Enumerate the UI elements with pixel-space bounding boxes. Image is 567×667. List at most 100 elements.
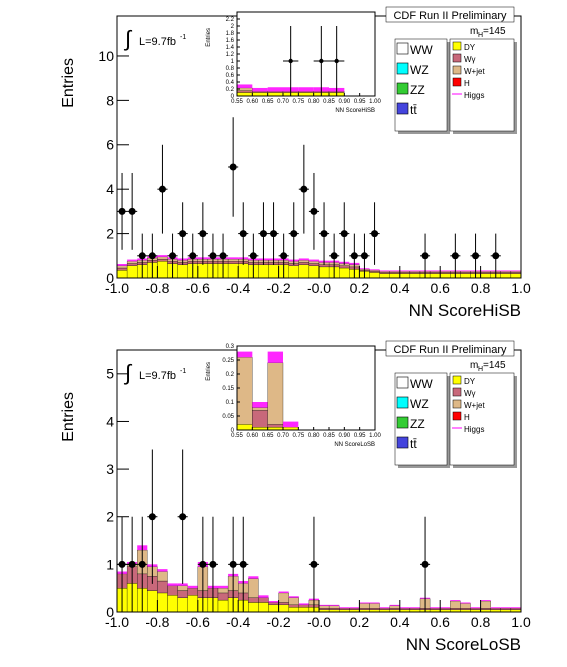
histogram-bar [236, 90, 253, 93]
y-tick-label: 1 [231, 59, 235, 65]
signal-band [319, 604, 330, 606]
signal-band [237, 351, 253, 358]
histogram-bar [339, 608, 350, 610]
panel: -1.0 -0.8 -0.6 -0.4 -0.2 -0.0 0.2 0.4 0.6 0.8 1.00… [60, 340, 531, 654]
legend-swatch [396, 436, 409, 449]
y-tick-label: 1.8 [226, 31, 235, 37]
histogram-bar [450, 608, 461, 610]
signal-band [510, 270, 521, 272]
histogram-bar [267, 424, 284, 428]
y-tick-label: 0 [231, 428, 235, 434]
histogram-bar [510, 608, 522, 610]
histogram-bar [369, 270, 380, 272]
x-tick-label: 0.90 [338, 99, 350, 105]
histogram-bar [369, 603, 380, 609]
signal-band [369, 602, 380, 604]
legend-swatch [452, 65, 462, 75]
data-point [290, 230, 298, 238]
histogram-bar [429, 273, 441, 279]
plot-area [237, 12, 375, 96]
histogram-bar [460, 272, 471, 274]
x-axis-title: NN ScoreHiSB [409, 301, 521, 320]
histogram-bar [409, 273, 421, 279]
histogram-bar [248, 578, 259, 598]
x-tick-label: 1.00 [369, 99, 381, 105]
histogram-bar [252, 410, 268, 428]
signal-band [267, 351, 283, 363]
signal-band [177, 583, 188, 586]
histogram-bar [268, 602, 279, 606]
mass-subscript: H [478, 366, 483, 373]
x-tick-label: -0.0 [307, 614, 331, 630]
histogram-bar [429, 272, 441, 274]
histogram-bar [318, 605, 330, 609]
y-tick-label: 0.2 [226, 372, 235, 378]
x-tick-label: 0.6 [430, 614, 450, 630]
histogram-bar [399, 271, 411, 273]
x-tick-label: 0.6 [430, 280, 450, 296]
y-axis-title: Entries [60, 392, 77, 442]
data-point [320, 230, 328, 238]
y-tick-label: 5 [106, 366, 114, 382]
legend-label: W+jet [464, 67, 485, 76]
data-point [280, 252, 288, 260]
data-point [340, 230, 348, 238]
histogram-bar [177, 264, 188, 279]
data-point [330, 252, 338, 260]
histogram-bar [298, 260, 310, 263]
y-tick-label: 8 [106, 92, 114, 108]
x-tick-label: -0.8 [145, 280, 169, 296]
signal-band [187, 585, 198, 589]
legend-label: tt̄ [410, 437, 417, 451]
data-point [270, 230, 278, 238]
histogram-bar [248, 597, 259, 603]
histogram-bar [217, 592, 229, 601]
histogram-bar [349, 608, 360, 610]
lumi-label: L=9.7fb [139, 370, 176, 382]
legend-label: W+jet [464, 401, 485, 410]
x-tick-label: 0.80 [308, 433, 320, 439]
y-tick-label: 0.8 [226, 66, 235, 72]
histogram-bar [490, 608, 501, 610]
histogram-bar [379, 273, 390, 279]
legend-label: WW [410, 377, 433, 391]
histogram-bar [460, 608, 471, 610]
histogram-bar [268, 264, 279, 279]
histogram-bar [500, 272, 512, 274]
y-tick-label: 0.15 [222, 386, 234, 392]
x-tick-label: 0.8 [471, 280, 491, 296]
y-tick-label: 2 [231, 24, 235, 30]
data-point [229, 560, 237, 568]
legend-label: Wγ [464, 389, 476, 398]
panel: -1.0 -0.8 -0.6 -0.4 -0.2 -0.0 0.2 0.4 0.6 0.8 1.00… [60, 6, 531, 320]
x-tick-label: 0.60 [246, 433, 258, 439]
signal-band [268, 601, 279, 603]
data-point [249, 252, 257, 260]
experiment-box [385, 6, 515, 23]
histogram-bar [399, 272, 411, 274]
histogram-bar [236, 357, 253, 425]
inset-x-title: NN ScoreLoSB [334, 442, 375, 448]
data-point [492, 252, 500, 260]
x-tick-label: 0.75 [292, 99, 304, 105]
histogram-bar [278, 592, 289, 603]
y-tick-label: 0.2 [226, 87, 235, 93]
legend-label: Higgs [464, 91, 484, 100]
histogram-bar [116, 270, 128, 279]
y-tick-label: 0 [106, 270, 114, 286]
signal-band [430, 270, 441, 272]
histogram-bar [440, 273, 451, 279]
legend-swatch [452, 387, 462, 397]
histogram-bar [288, 607, 299, 613]
histogram-bar [389, 272, 400, 274]
histogram-bar [379, 608, 390, 610]
x-tick-label: 0.60 [246, 99, 258, 105]
data-point [239, 560, 247, 568]
histogram-bar [470, 608, 481, 610]
signal-band [399, 607, 410, 609]
signal-band [117, 264, 128, 266]
histogram-bar [157, 258, 168, 262]
signal-band [399, 270, 410, 272]
histogram-bar [236, 92, 253, 97]
signal-band [440, 607, 451, 609]
